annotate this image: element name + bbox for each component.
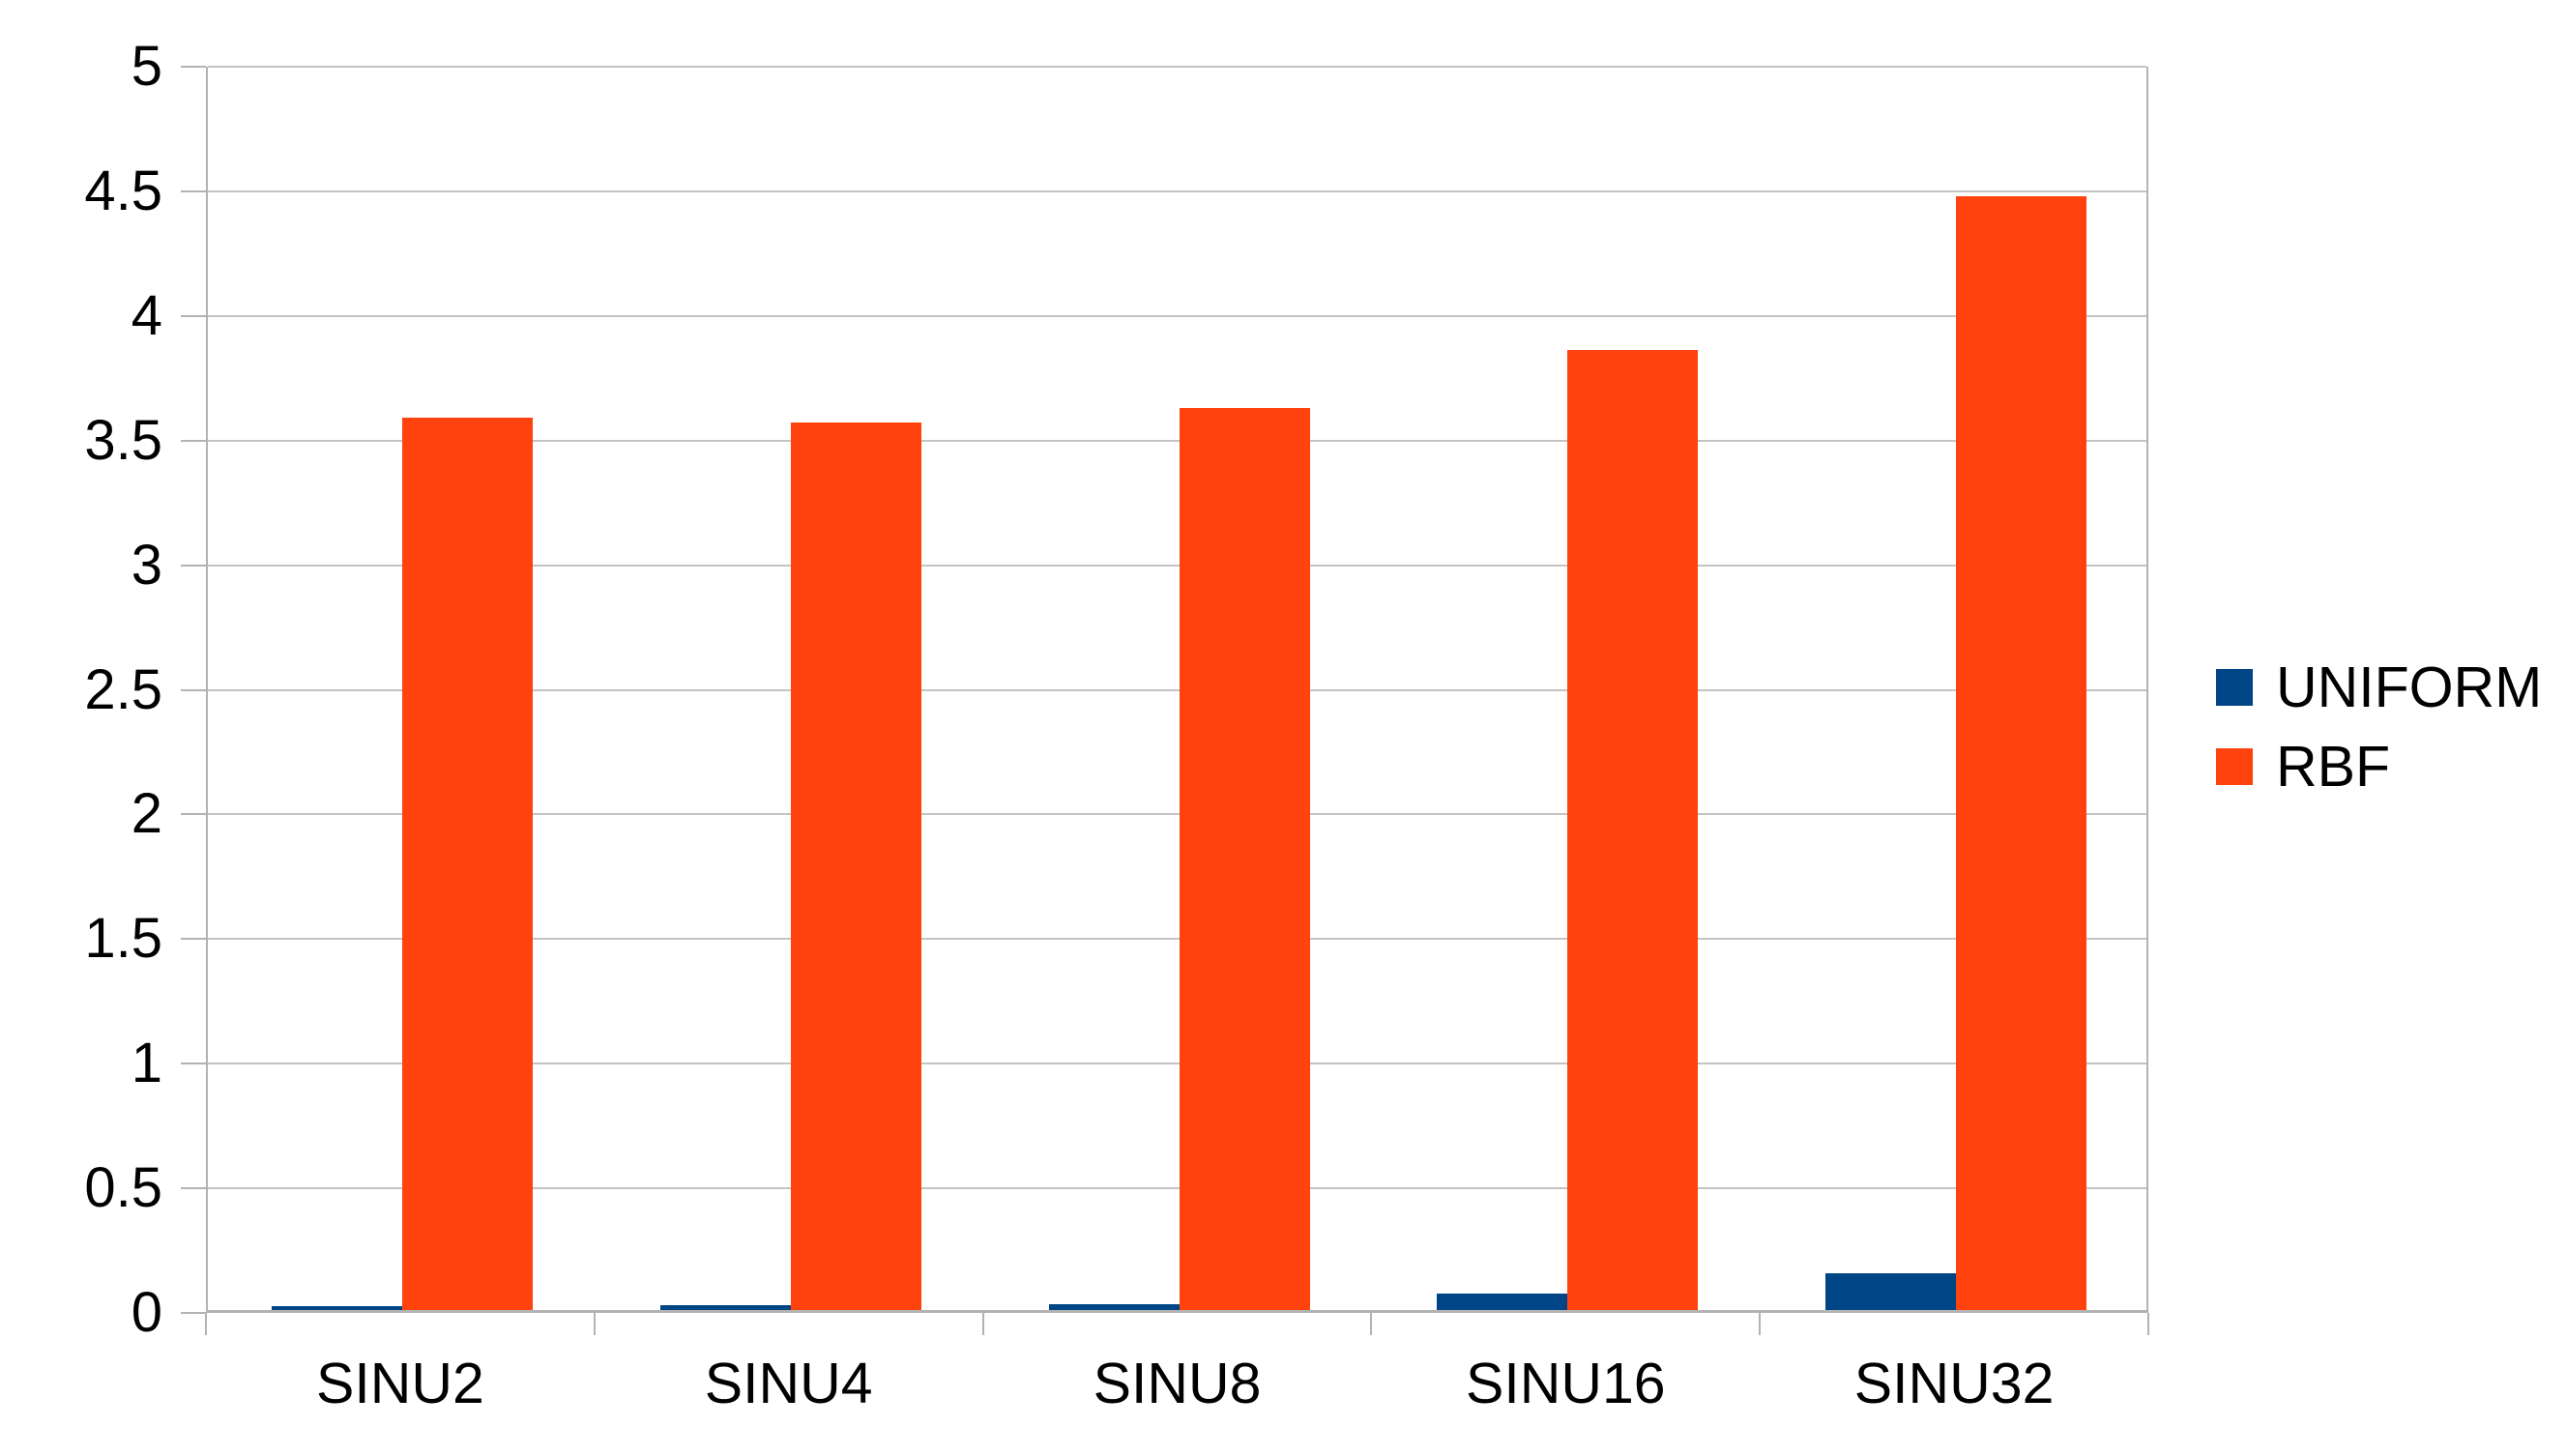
- y-axis-tick: [181, 189, 206, 192]
- gridline-y-3.5: [208, 439, 2146, 442]
- y-axis-label-0: 0: [131, 1281, 162, 1344]
- legend: UNIFORM RBF: [2216, 648, 2542, 806]
- legend-item-rbf: RBF: [2216, 727, 2542, 806]
- x-axis-tick: [593, 1313, 596, 1335]
- gridline-y-2.5: [208, 688, 2146, 691]
- bar-uniform-sinu32: [1825, 1273, 1957, 1310]
- bar-uniform-sinu16: [1437, 1294, 1568, 1310]
- y-axis-tick: [181, 564, 206, 567]
- bar-uniform-sinu8: [1048, 1304, 1180, 1310]
- x-axis-tick: [981, 1313, 984, 1335]
- legend-swatch-uniform: [2216, 669, 2253, 706]
- bar-rbf-sinu16: [1567, 350, 1699, 1310]
- y-axis-tick: [181, 1187, 206, 1190]
- y-axis-label-4: 4: [131, 283, 162, 347]
- gridline-y-1: [208, 1063, 2146, 1065]
- legend-item-uniform: UNIFORM: [2216, 648, 2542, 727]
- gridline-y-4: [208, 314, 2146, 317]
- gridline-y-1.5: [208, 938, 2146, 941]
- y-axis-label-1.5: 1.5: [84, 907, 162, 971]
- gridline-y-3: [208, 564, 2146, 567]
- bar-uniform-sinu4: [659, 1305, 791, 1310]
- y-axis-label-4.5: 4.5: [84, 159, 162, 222]
- bar-rbf-sinu32: [1956, 195, 2087, 1310]
- bar-rbf-sinu4: [790, 422, 921, 1310]
- legend-label-rbf: RBF: [2276, 735, 2390, 799]
- bar-rbf-sinu2: [401, 418, 533, 1310]
- x-axis-label-sinu4: SINU4: [704, 1352, 873, 1415]
- y-axis-tick: [181, 688, 206, 691]
- legend-label-uniform: UNIFORM: [2276, 655, 2543, 719]
- gridline-y-0.5: [208, 1187, 2146, 1190]
- y-axis-tick: [181, 938, 206, 941]
- x-axis-label-sinu32: SINU32: [1853, 1352, 2055, 1415]
- x-axis-tick: [1759, 1313, 1762, 1335]
- gridline-y-4.5: [208, 189, 2146, 192]
- y-axis-tick: [181, 439, 206, 442]
- x-axis-tick: [2147, 1313, 2149, 1335]
- y-axis-label-2.5: 2.5: [84, 657, 162, 721]
- y-axis-label-0.5: 0.5: [84, 1156, 162, 1220]
- y-axis-label-5: 5: [131, 35, 162, 98]
- gridline-y-5: [208, 66, 2146, 68]
- y-axis-tick: [181, 1063, 206, 1065]
- y-axis-tick: [181, 1312, 206, 1314]
- x-axis-label-sinu16: SINU16: [1466, 1352, 1666, 1415]
- gridline-y-2: [208, 813, 2146, 816]
- bar-rbf-sinu8: [1179, 407, 1310, 1310]
- plot-area: [206, 66, 2148, 1313]
- x-axis-tick: [1370, 1313, 1373, 1335]
- bar-uniform-sinu2: [271, 1306, 402, 1310]
- y-axis-tick: [181, 66, 206, 68]
- y-axis-tick: [181, 813, 206, 816]
- y-axis-tick: [181, 314, 206, 317]
- y-axis-label-3: 3: [131, 533, 162, 597]
- x-axis-tick: [205, 1313, 207, 1335]
- y-axis-label-1: 1: [131, 1032, 162, 1095]
- x-axis-label-sinu2: SINU2: [316, 1352, 484, 1415]
- legend-swatch-rbf: [2216, 748, 2253, 785]
- y-axis-label-2: 2: [131, 782, 162, 846]
- y-axis-label-3.5: 3.5: [84, 408, 162, 472]
- x-axis-label-sinu8: SINU8: [1093, 1352, 1262, 1415]
